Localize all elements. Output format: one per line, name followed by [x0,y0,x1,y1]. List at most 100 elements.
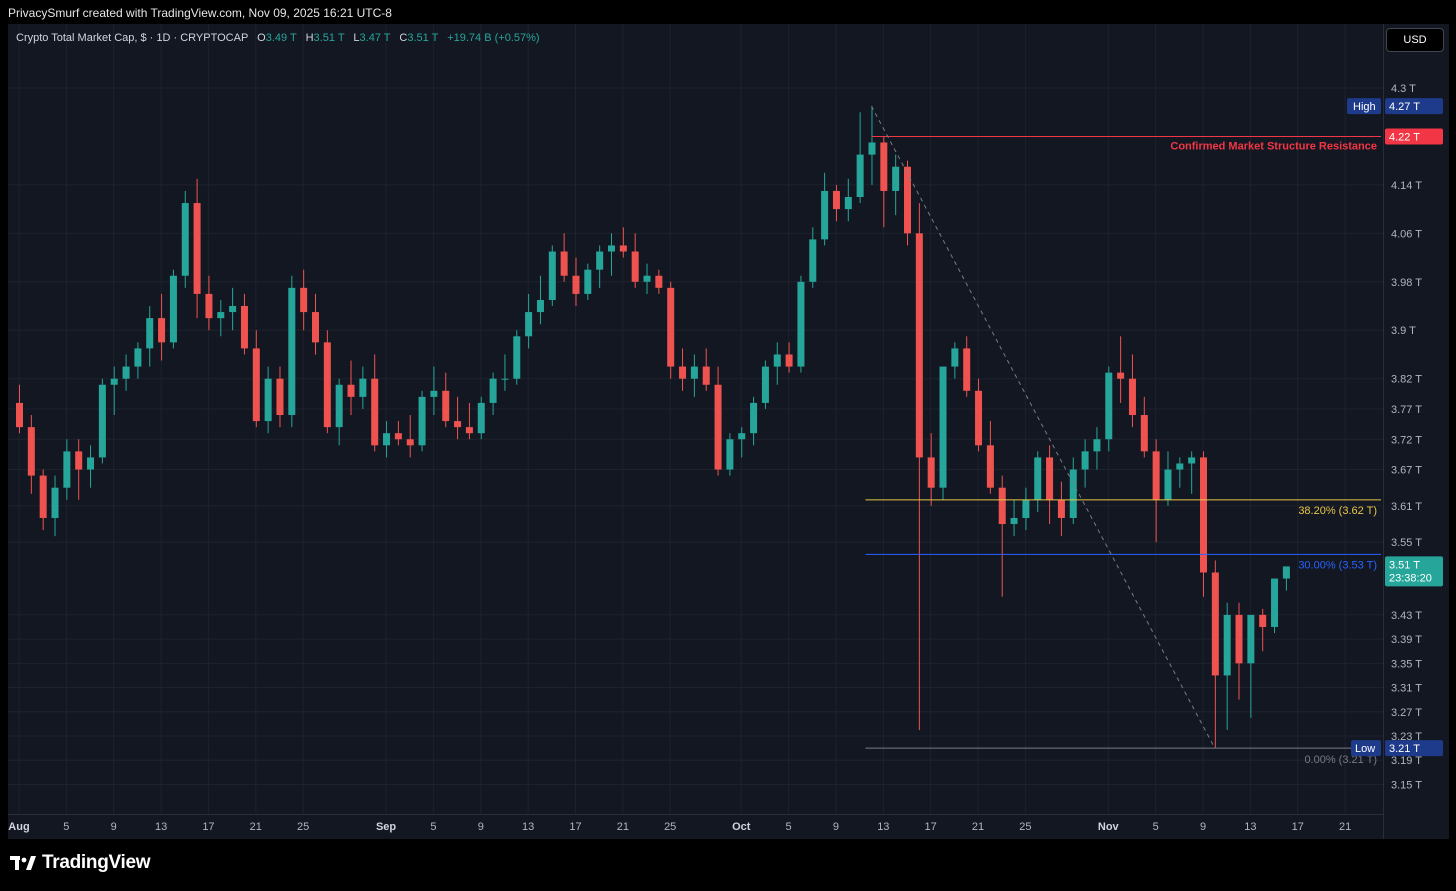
candle [110,366,118,416]
candle-body [312,312,319,343]
candle [146,306,154,367]
candle [39,469,47,531]
time-tick-labels: Aug 5 9 13 17 21 25 Sep 5 9 13 17 21 25 Oct 5 9 13 17 21 25 N… [8,821,1351,833]
candle-body [229,306,237,313]
candle [1022,487,1030,531]
candle-body [16,402,23,428]
candle-body [347,384,355,397]
candle [383,421,391,458]
resistance-text: Confirmed Market Structure Resistance [1170,140,1377,152]
candle-body [750,402,758,434]
candle [276,366,284,428]
candle [359,366,367,409]
candle [892,154,900,216]
candle [430,366,438,416]
tradingview-logo[interactable]: TradingView [10,852,151,874]
symbol-title: Crypto Total Market Cap, $ · 1D · CRYPTO… [16,32,249,44]
high-price-tag: 4.27 T [1389,101,1420,113]
close-value: 3.51 T [407,32,439,44]
candle-body [477,402,485,434]
candle-body [371,378,379,446]
candle [536,275,544,325]
candle [1034,451,1042,512]
candle [323,330,331,434]
candle [489,372,497,416]
price-axis[interactable] [1383,24,1449,839]
candle [1046,445,1054,525]
candle-body [63,451,71,488]
candle-body [998,487,1006,525]
candle [608,233,615,276]
candle [1105,366,1113,452]
fib-382-text: 38.20% (3.62 T) [1298,505,1377,517]
candle [1117,336,1125,403]
candle-body [335,384,343,428]
candle-body [963,348,971,391]
time-tick-label: 5 [430,821,436,833]
candle-body [1247,614,1255,664]
candle [335,378,343,446]
resistance-price-tag: 4.22 T [1389,131,1420,143]
candle-body [1128,378,1136,416]
time-tick-label: 9 [1200,821,1206,833]
candle-body [454,421,462,428]
candle [584,263,592,300]
candle [1176,457,1184,488]
time-tick-label: 13 [877,821,889,833]
candle [1211,560,1219,749]
candle-body [832,190,840,210]
candle-body [264,378,272,422]
chart-area[interactable] [8,24,1449,840]
time-tick-label: 25 [664,821,676,833]
time-tick-label: 25 [297,821,309,833]
candle [134,342,142,379]
candle-body [975,390,983,446]
candle [394,421,402,446]
candle [927,433,935,506]
price-tick-labels: 4.3 T 4.14 T 4.06 T 3.98 T 3.9 T 3.82 T 3.77 T… [1391,83,1422,791]
candle [761,360,769,409]
candle [1282,566,1290,591]
price-tick-label: 3.67 T [1391,465,1422,477]
resistance-price-tag-bg [1385,128,1443,145]
candle-body [821,190,829,240]
candle-body [868,142,876,155]
candle-body [702,366,710,385]
time-axis[interactable] [8,814,1383,840]
candle [1223,602,1231,730]
candle [1235,602,1243,700]
candle [252,330,260,428]
candle [797,275,805,373]
time-tick-label: 5 [1153,821,1159,833]
candlestick-chart[interactable]: Confirmed Market Structure Resistance 38.… [8,24,1448,839]
time-tick-label: 17 [1292,821,1304,833]
currency-button[interactable]: USD [1386,28,1444,52]
candle-body [785,354,793,367]
candle-body [489,378,497,403]
candle [667,281,675,379]
candle [1081,439,1089,488]
candle-body [169,275,177,343]
time-tick-label: 9 [111,821,117,833]
plot-background[interactable] [8,24,1383,814]
price-tags: 4.27 T High 4.22 T 3.21 T Low 3.51 T23:38:20 [1347,98,1443,757]
time-tick-label: 21 [617,821,629,833]
candle-body [655,275,663,288]
candle [501,354,509,391]
time-tick-label: 17 [569,821,581,833]
candle [1069,457,1077,525]
candle [98,378,106,464]
fib-300-text: 30.00% (3.53 T) [1298,559,1377,571]
candle [832,184,840,222]
price-tick-label: 3.27 T [1391,707,1422,719]
time-tick-label: 17 [925,821,937,833]
candle-body [1223,614,1231,676]
candle-body [548,251,556,300]
candle [986,421,994,494]
candle [1128,354,1136,428]
candle [773,342,781,385]
candle [27,415,35,494]
candle [169,269,177,349]
candle-body [726,439,734,470]
high-label-bg [1347,98,1381,115]
